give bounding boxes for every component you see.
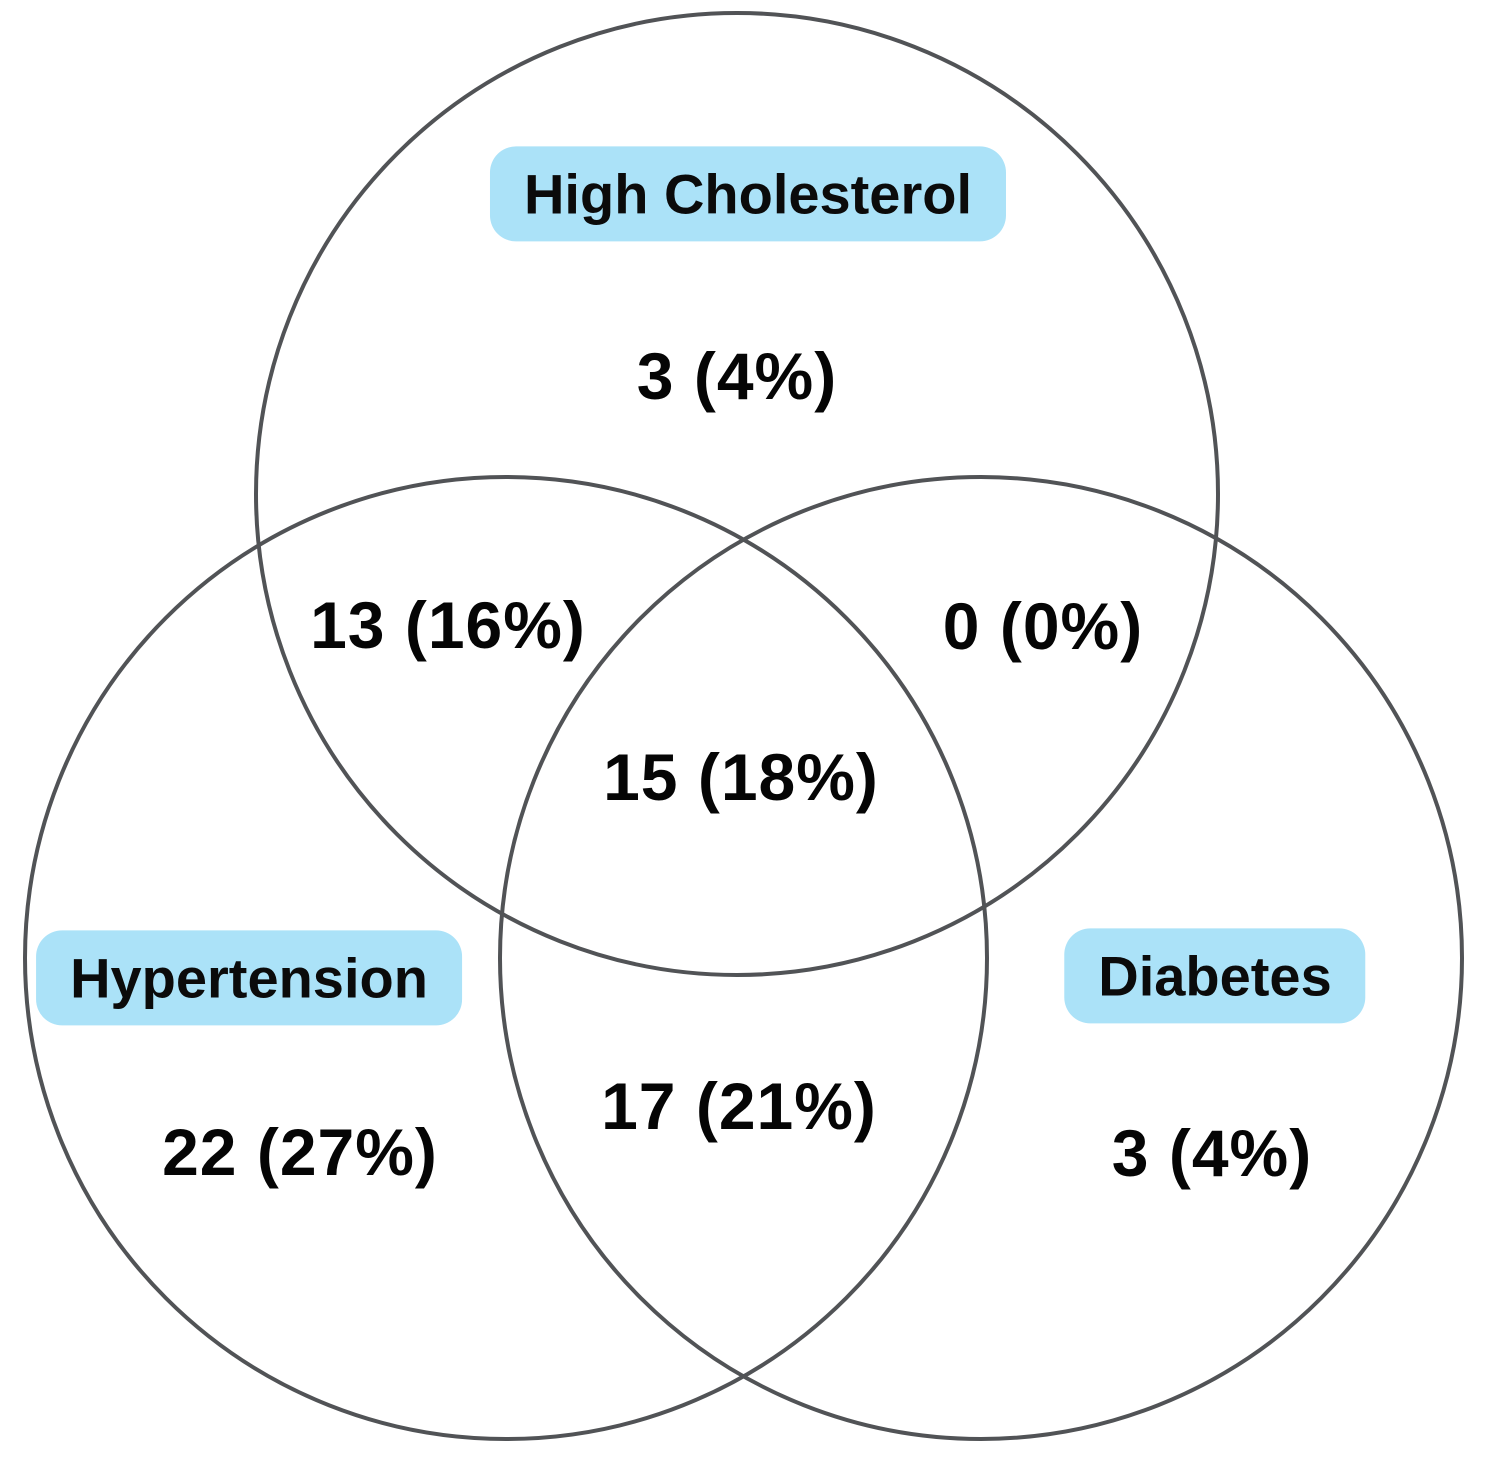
region-value-high-cholesterol-only: 3 (4%) <box>636 339 838 413</box>
region-value-diabetes-only: 3 (4%) <box>1111 1116 1313 1190</box>
set-label-hypertension: Hypertension <box>36 930 462 1026</box>
region-value-cholesterol-hypertension: 13 (16%) <box>310 588 586 662</box>
region-value-all-three: 15 (18%) <box>603 740 879 814</box>
circle-high-cholesterol <box>254 11 1220 977</box>
region-value-hypertension-diabetes: 17 (21%) <box>601 1069 877 1143</box>
set-label-high-cholesterol: High Cholesterol <box>489 146 1007 242</box>
circle-hypertension <box>23 475 989 1441</box>
circle-diabetes <box>498 475 1464 1441</box>
region-value-hypertension-only: 22 (27%) <box>162 1115 438 1189</box>
set-label-diabetes: Diabetes <box>1064 928 1366 1024</box>
region-value-cholesterol-diabetes: 0 (0%) <box>942 589 1144 663</box>
